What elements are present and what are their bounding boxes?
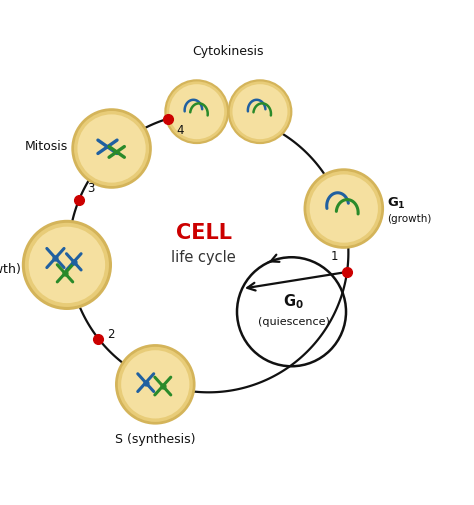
- Text: (quiescence): (quiescence): [258, 317, 330, 327]
- Text: life cycle: life cycle: [172, 250, 236, 265]
- Text: CELL: CELL: [176, 223, 232, 242]
- Text: $\mathbf{G_1}$: $\mathbf{G_1}$: [387, 196, 406, 212]
- Circle shape: [25, 223, 109, 307]
- Circle shape: [22, 220, 112, 310]
- Circle shape: [310, 174, 378, 243]
- Text: $\mathbf{G_2}$ (growth): $\mathbf{G_2}$ (growth): [0, 261, 22, 278]
- Text: 1: 1: [331, 250, 338, 264]
- Text: 3: 3: [87, 182, 95, 195]
- Circle shape: [303, 168, 384, 249]
- Text: (growth): (growth): [387, 214, 432, 224]
- Circle shape: [232, 84, 287, 139]
- Text: S (synthesis): S (synthesis): [115, 433, 196, 446]
- Circle shape: [306, 171, 382, 246]
- Circle shape: [228, 79, 292, 144]
- Circle shape: [74, 111, 149, 186]
- Circle shape: [169, 84, 224, 139]
- Text: 4: 4: [176, 124, 184, 136]
- Text: $\mathbf{G_0}$: $\mathbf{G_0}$: [283, 292, 304, 311]
- Circle shape: [29, 227, 105, 303]
- Text: 2: 2: [107, 328, 114, 341]
- Circle shape: [77, 114, 146, 183]
- Circle shape: [118, 347, 193, 422]
- Text: Cytokinesis: Cytokinesis: [192, 45, 264, 58]
- Circle shape: [115, 344, 196, 425]
- Circle shape: [230, 81, 290, 142]
- Circle shape: [121, 350, 190, 419]
- Circle shape: [166, 81, 227, 142]
- Text: Mitosis: Mitosis: [25, 139, 68, 153]
- Circle shape: [164, 79, 229, 144]
- Circle shape: [71, 108, 152, 189]
